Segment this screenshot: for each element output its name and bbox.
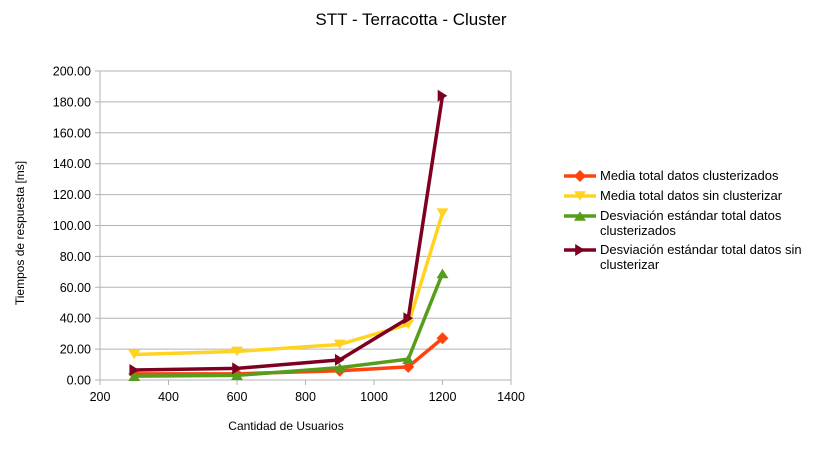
data-point: [402, 354, 415, 364]
y-tick-label: 80.00: [60, 250, 91, 264]
legend-item: Media total datos sin clusterizar: [562, 188, 820, 204]
x-tick-labels: 200 400 600 800 1000 1200 1400: [90, 390, 525, 404]
x-tick-label: 200: [90, 390, 111, 404]
legend: Media total datos clusterizados Media tot…: [562, 168, 820, 276]
y-tick-labels: 0.00 20.00 40.00 60.00 80.00 100.00 120.00 140.…: [53, 65, 91, 388]
legend-marker: [574, 170, 586, 182]
series-line: [134, 212, 445, 357]
data-point: [436, 332, 449, 345]
gridlines: [95, 70, 512, 385]
legend-swatch: [564, 170, 596, 182]
y-tick-label: 20.00: [60, 343, 91, 357]
y-tick-label: 160.00: [53, 126, 91, 140]
legend-marker: [574, 191, 586, 201]
data-point: [231, 346, 243, 357]
x-tick-label: 1200: [429, 390, 457, 404]
data-point: [436, 208, 449, 218]
y-tick-label: 40.00: [60, 312, 91, 326]
data-point: [231, 370, 243, 381]
y-tick-label: 60.00: [60, 281, 91, 295]
x-tick-label: 1000: [360, 390, 388, 404]
y-tick-label: 0.00: [67, 374, 91, 388]
data-point: [403, 312, 414, 325]
legend-label: Desviación estándar total datos clusteri…: [600, 208, 782, 238]
legend-item: Media total datos clusterizados: [562, 168, 820, 184]
data-point: [437, 89, 448, 102]
y-tick-label: 100.00: [53, 219, 91, 233]
series-2: [128, 208, 449, 360]
x-tick-label: 400: [158, 390, 179, 404]
x-tick-label: 600: [227, 390, 248, 404]
legend-swatch: [564, 211, 596, 221]
y-tick-label: 180.00: [53, 95, 91, 109]
legend-item: Desviación estándar total datos clusteri…: [562, 208, 820, 238]
legend-marker: [575, 244, 585, 256]
legend-label: Desviación estándar total datos sin clus…: [600, 242, 802, 272]
y-tick-label: 140.00: [53, 157, 91, 171]
series-4: [129, 89, 448, 376]
legend-label: Media total datos sin clusterizar: [600, 188, 783, 203]
data-point: [129, 363, 140, 376]
x-axis-label: Cantidad de Usuarios: [228, 419, 343, 433]
y-tick-label: 200.00: [53, 65, 91, 79]
chart-title: STT - Terracotta - Cluster: [315, 10, 506, 29]
series-group: [128, 89, 449, 381]
data-point: [334, 353, 345, 366]
legend-label: Media total datos clusterizados: [600, 168, 779, 183]
data-point: [128, 371, 141, 381]
y-tick-label: 120.00: [53, 188, 91, 202]
legend-swatch: [564, 244, 596, 256]
series-3: [128, 268, 449, 381]
x-tick-label: 800: [295, 390, 316, 404]
data-point: [436, 268, 449, 279]
legend-item: Desviación estándar total datos sin clus…: [562, 242, 820, 272]
data-point: [128, 349, 141, 360]
legend-swatch: [564, 191, 596, 201]
data-point: [333, 339, 346, 350]
legend-marker: [574, 211, 586, 221]
x-tick-label: 1400: [497, 390, 525, 404]
y-axis-label: Tiempos de respuesta [ms]: [13, 161, 27, 305]
data-point: [333, 362, 346, 373]
data-point: [232, 362, 242, 375]
